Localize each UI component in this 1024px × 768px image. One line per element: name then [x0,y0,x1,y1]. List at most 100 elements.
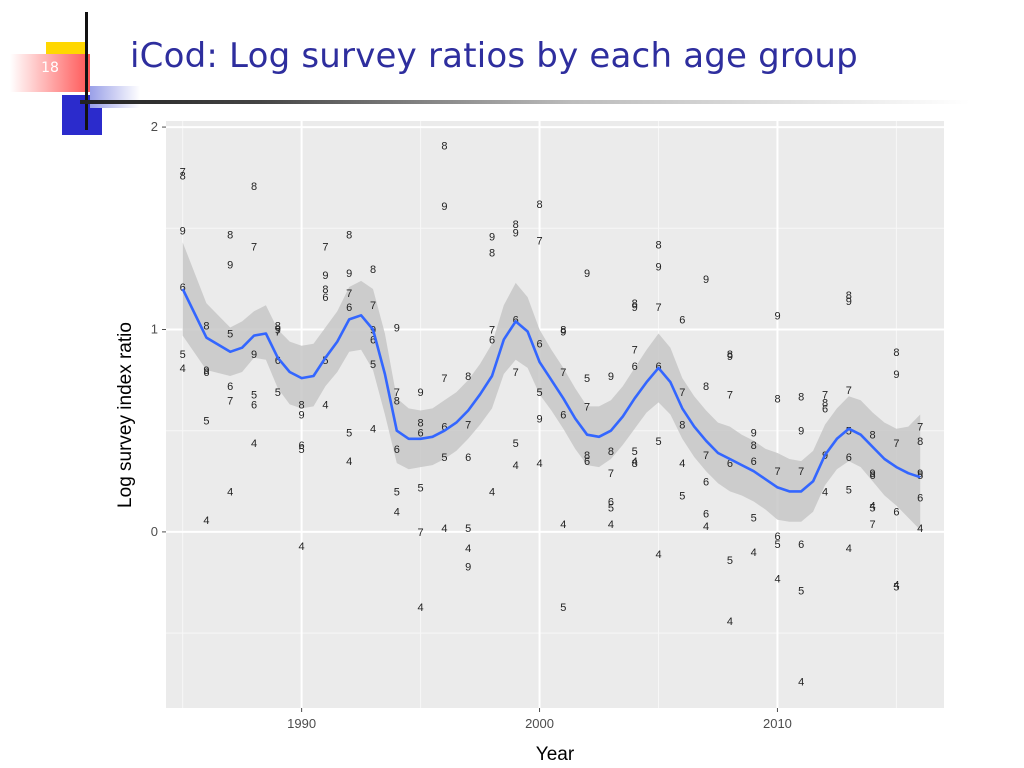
point-label: 8 [870,430,876,442]
title-underline [80,100,970,104]
point-label: 6 [489,335,495,347]
point-label: 6 [560,410,566,422]
point-label: 4 [251,438,257,450]
point-label: 8 [203,320,209,332]
point-label: 5 [846,484,852,496]
point-label: 5 [584,373,590,385]
point-label: 5 [418,482,424,494]
point-label: 6 [346,302,352,314]
point-label: 8 [632,298,638,310]
point-label: 8 [893,347,899,359]
point-label: 8 [632,458,638,470]
point-label: 5 [655,436,661,448]
point-label: 5 [751,513,757,525]
point-label: 7 [632,345,638,357]
point-label: 9 [798,426,804,438]
point-label: 8 [299,399,305,411]
point-label: 9 [632,302,638,314]
point-label: 7 [560,367,566,379]
point-label: 7 [608,468,614,480]
point-label: 7 [870,519,876,531]
point-label: 4 [774,574,780,586]
point-label: 9 [655,262,661,274]
point-label: 5 [441,452,447,464]
point-label: 8 [227,229,233,241]
point-label: 7 [703,450,709,462]
point-label: 7 [180,167,186,179]
point-label: 9 [751,428,757,440]
point-label: 7 [275,327,281,339]
point-label: 8 [655,240,661,252]
point-label: 4 [727,616,733,628]
point-label: 9 [703,274,709,286]
y-tick-label: 2 [151,119,158,134]
point-label: 8 [465,371,471,383]
point-label: 7 [322,242,328,254]
point-label: 8 [679,420,685,432]
point-label: 8 [751,440,757,452]
point-label: 8 [370,264,376,276]
point-label: 7 [394,387,400,399]
point-label: 4 [227,486,233,498]
point-label: 8 [180,171,186,183]
point-label: 8 [394,395,400,407]
point-label: 7 [917,422,923,434]
point-label: 4 [893,580,899,592]
point-label: 4 [560,519,566,531]
point-label: 8 [608,446,614,458]
grid-lines [166,121,944,708]
point-label: 5 [560,602,566,614]
point-label: 4 [917,523,923,535]
point-label: 5 [370,359,376,371]
point-label: 4 [513,460,519,472]
point-label: 4 [655,549,661,561]
point-label: 6 [251,399,257,411]
point-label: 5 [632,446,638,458]
point-label: 6 [751,456,757,468]
slide-number: 18 [41,60,59,76]
point-label: 4 [299,541,305,553]
point-label: 7 [798,466,804,478]
point-label: 6 [632,361,638,373]
point-label: 5 [275,387,281,399]
point-label: 8 [275,320,281,332]
point-label: 6 [227,381,233,393]
smooth-line [181,288,921,493]
point-label: 4 [679,458,685,470]
point-label: 6 [394,444,400,456]
point-label: 8 [536,199,542,211]
vertical-rule [85,12,88,130]
y-tick-label: 0 [151,524,158,539]
point-label: 7 [727,389,733,401]
point-label: 6 [917,493,923,505]
point-label: 7 [822,389,828,401]
point-label: 7 [465,420,471,432]
point-label: 6 [798,539,804,551]
point-label: 9 [394,323,400,335]
corner-pink-gradient [10,54,90,92]
point-label: 8 [584,450,590,462]
point-label: 6 [822,403,828,415]
point-label: 7 [679,387,685,399]
confidence-ribbon [182,242,921,530]
point-label: 4 [798,677,804,689]
point-label: 7 [251,242,257,254]
x-tick-label: 1990 [287,716,316,731]
point-label: 7 [846,385,852,397]
point-label: 7 [489,325,495,337]
point-label: 8 [513,219,519,231]
axes: 1990 2000 2010 0 1 2 [151,119,792,731]
point-label: 9 [727,351,733,363]
point-label: 7 [655,302,661,314]
point-label: 8 [727,349,733,361]
point-label: 7 [513,367,519,379]
point-label: 6 [370,335,376,347]
point-label: 6 [465,452,471,464]
point-label: 9 [584,268,590,280]
x-axis-title: Year [536,744,575,765]
point-label: 6 [418,428,424,440]
point-label: 4 [751,547,757,559]
point-label: 5 [727,555,733,567]
point-label: 5 [203,416,209,428]
